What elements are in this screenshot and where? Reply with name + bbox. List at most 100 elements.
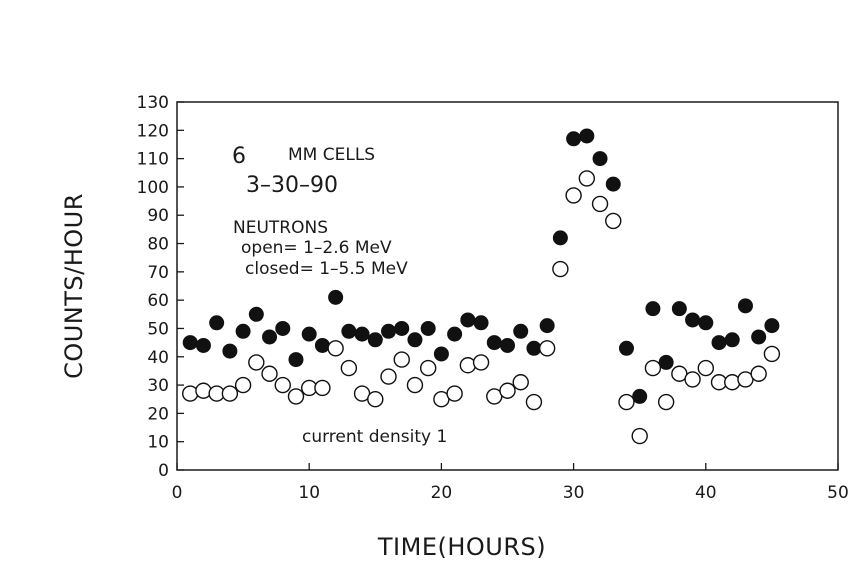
data-point-open [221, 385, 239, 402]
data-point-filled [195, 337, 211, 353]
y-tick-label: 10 [147, 433, 169, 453]
data-point-filled [764, 318, 780, 334]
data-point-filled [182, 335, 198, 351]
annotation-number: 6 [232, 144, 246, 169]
data-point-filled [698, 315, 714, 331]
data-point-filled [724, 332, 740, 348]
data-point-filled [394, 320, 410, 336]
data-point-filled [473, 315, 489, 331]
data-point-open [538, 340, 556, 357]
data-point-filled [526, 340, 542, 356]
annotation-closed: closed= 1–5.5 MeV [245, 259, 408, 279]
y-tick-label: 40 [147, 348, 169, 368]
data-point-filled [222, 343, 238, 359]
data-point-filled [447, 326, 463, 342]
data-point-open [565, 187, 582, 204]
data-point-filled [671, 301, 687, 317]
data-point-open [234, 376, 252, 394]
x-tick-label: 30 [563, 483, 585, 503]
data-point-open [657, 393, 675, 411]
data-points [182, 128, 781, 445]
annotation-neutrons: NEUTRONS [233, 218, 328, 238]
data-point-filled [737, 298, 753, 314]
data-point-open [472, 354, 490, 371]
data-point-open [327, 340, 344, 357]
data-point-filled [341, 323, 357, 339]
data-point-filled [751, 329, 767, 345]
data-point-open [750, 365, 767, 382]
y-tick-label: 90 [147, 206, 169, 226]
data-point-open [248, 354, 265, 371]
data-point-open [380, 368, 397, 385]
plot-frame [176, 101, 839, 471]
x-tick-label: 20 [431, 483, 453, 503]
x-axis-title: TIME(HOURS) [377, 533, 546, 561]
data-point-filled [328, 289, 344, 305]
data-point-open [393, 351, 410, 368]
y-tick-label: 60 [147, 291, 169, 311]
data-point-filled [209, 315, 225, 331]
data-point-open [644, 359, 662, 377]
data-point-open [525, 393, 543, 411]
data-point-filled [618, 340, 634, 356]
data-point-open [552, 260, 569, 278]
data-point-filled [354, 326, 370, 342]
data-point-filled [248, 306, 264, 322]
data-point-filled [592, 151, 608, 167]
data-point-filled [235, 323, 251, 339]
data-point-open [419, 359, 437, 377]
data-point-open [314, 379, 331, 397]
data-point-filled [275, 320, 291, 336]
y-tick-label: 110 [137, 150, 169, 170]
data-point-filled [552, 230, 568, 246]
tick-group: 0 10 20 30 40 50 60 70 80 90 100 110 120 130 0 10 20 30 40… [137, 93, 849, 503]
x-tick-label: 50 [827, 483, 849, 503]
annotation-current-density: current density 1 [302, 427, 447, 447]
data-point-filled [632, 388, 648, 404]
data-point-filled [579, 128, 595, 144]
data-point-filled [367, 332, 383, 348]
y-tick-label: 0 [158, 461, 169, 481]
data-point-open [605, 212, 622, 230]
data-point-filled [566, 131, 582, 147]
data-point-open [578, 170, 596, 187]
data-point-open [724, 374, 741, 391]
data-point-filled [711, 335, 727, 351]
data-point-filled [381, 323, 397, 339]
x-tick-label: 40 [695, 483, 717, 503]
data-point-open [618, 393, 635, 411]
data-point-filled [539, 318, 555, 334]
data-point-open [684, 371, 701, 388]
data-point-open [340, 359, 358, 377]
data-point-filled [685, 312, 701, 328]
data-point-filled [500, 337, 515, 353]
data-point-filled [288, 352, 304, 368]
y-tick-label: 130 [137, 93, 169, 113]
data-point-filled [262, 329, 278, 345]
y-tick-label: 120 [137, 121, 169, 141]
y-tick-label: 70 [147, 263, 169, 283]
data-point-open [631, 427, 648, 445]
y-tick-label: 30 [147, 376, 169, 396]
data-point-open [591, 195, 609, 213]
data-point-open [459, 357, 477, 374]
annotation-date: 3–30–90 [246, 173, 338, 198]
data-point-filled [605, 176, 621, 192]
annotation-cells: MM CELLS [288, 145, 375, 165]
data-point-open [195, 382, 212, 399]
data-point-open [697, 359, 714, 377]
data-point-open [406, 376, 424, 394]
y-tick-label: 100 [137, 178, 169, 198]
data-point-open [261, 365, 278, 382]
data-point-open [499, 382, 516, 399]
data-point-filled [460, 312, 476, 328]
data-point-filled [513, 323, 529, 339]
x-tick-label: 0 [172, 483, 183, 503]
x-tick-label: 10 [298, 483, 320, 503]
data-point-filled [645, 301, 661, 317]
data-point-filled [658, 354, 674, 370]
data-point-open [287, 388, 305, 405]
annotation-open: open= 1–2.6 MeV [241, 238, 392, 258]
data-point-open [763, 345, 781, 363]
